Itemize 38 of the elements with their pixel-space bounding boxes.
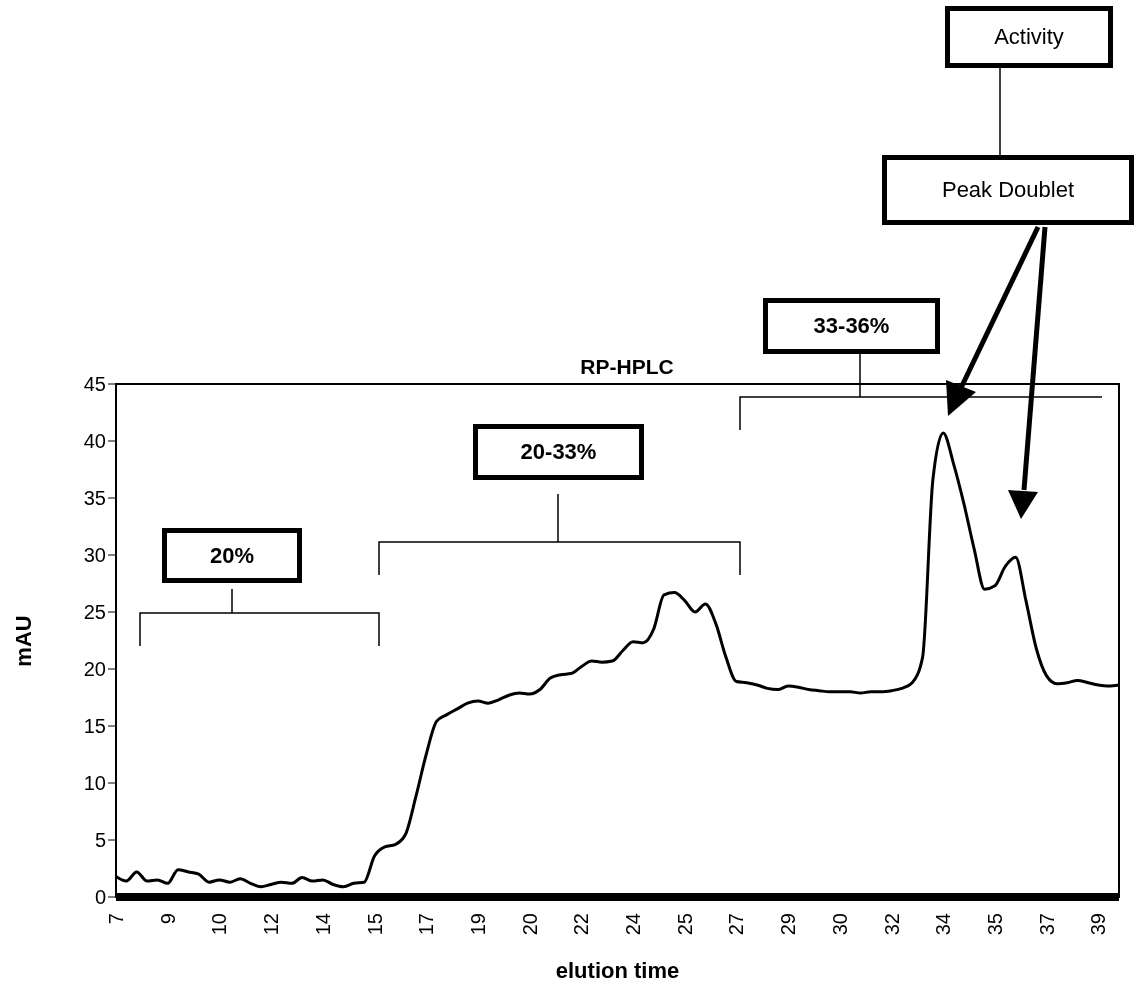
x-tick-label: 9 <box>156 913 179 925</box>
x-tick-label: 34 <box>932 913 955 936</box>
x-tick-label: 7 <box>105 913 127 925</box>
y-tick-label: 0 <box>94 886 106 909</box>
x-tick-label: 22 <box>570 913 593 936</box>
x-tick-label: 20 <box>518 913 541 936</box>
text: Peak Doublet <box>882 155 1134 225</box>
y-tick-label: 25 <box>83 601 106 624</box>
y-axis-title: mAU <box>11 614 37 667</box>
annotation: 20-33% <box>473 424 644 480</box>
x-axis-title: elution time <box>554 958 681 984</box>
y-tick-label: 5 <box>94 829 106 852</box>
x-tick-label: 32 <box>880 913 903 936</box>
x-tick-label: 39 <box>1087 913 1110 936</box>
chart-title: RP-HPLC <box>580 355 674 378</box>
y-tick-label: 15 <box>83 715 106 738</box>
x-tick-label: 14 <box>311 913 334 936</box>
x-tick-label: 19 <box>466 913 489 936</box>
x-tick-label: 27 <box>725 913 748 936</box>
x-tick-label: 29 <box>777 913 800 936</box>
x-tick-label: 10 <box>208 913 231 936</box>
y-tick-label: 20 <box>83 658 106 681</box>
x-tick-label: 30 <box>828 913 851 936</box>
y-tick-label: 30 <box>83 544 106 567</box>
x-tick-label: 37 <box>1035 913 1058 936</box>
annotation: 20% <box>162 528 302 583</box>
x-tick-label: 24 <box>622 913 645 936</box>
text: Activity <box>945 6 1113 68</box>
x-tick-label: 15 <box>363 913 386 936</box>
y-tick-label: 40 <box>83 430 106 453</box>
x-tick-label: 17 <box>415 913 438 936</box>
x-tick-label: 25 <box>673 913 696 936</box>
y-tick-label: 35 <box>83 487 106 510</box>
y-tick-label: 45 <box>83 373 106 396</box>
x-tick-label: 12 <box>260 913 283 936</box>
x-tick-label: 35 <box>983 913 1006 936</box>
y-tick-label: 10 <box>83 772 106 795</box>
text: 33-36% <box>763 298 940 354</box>
